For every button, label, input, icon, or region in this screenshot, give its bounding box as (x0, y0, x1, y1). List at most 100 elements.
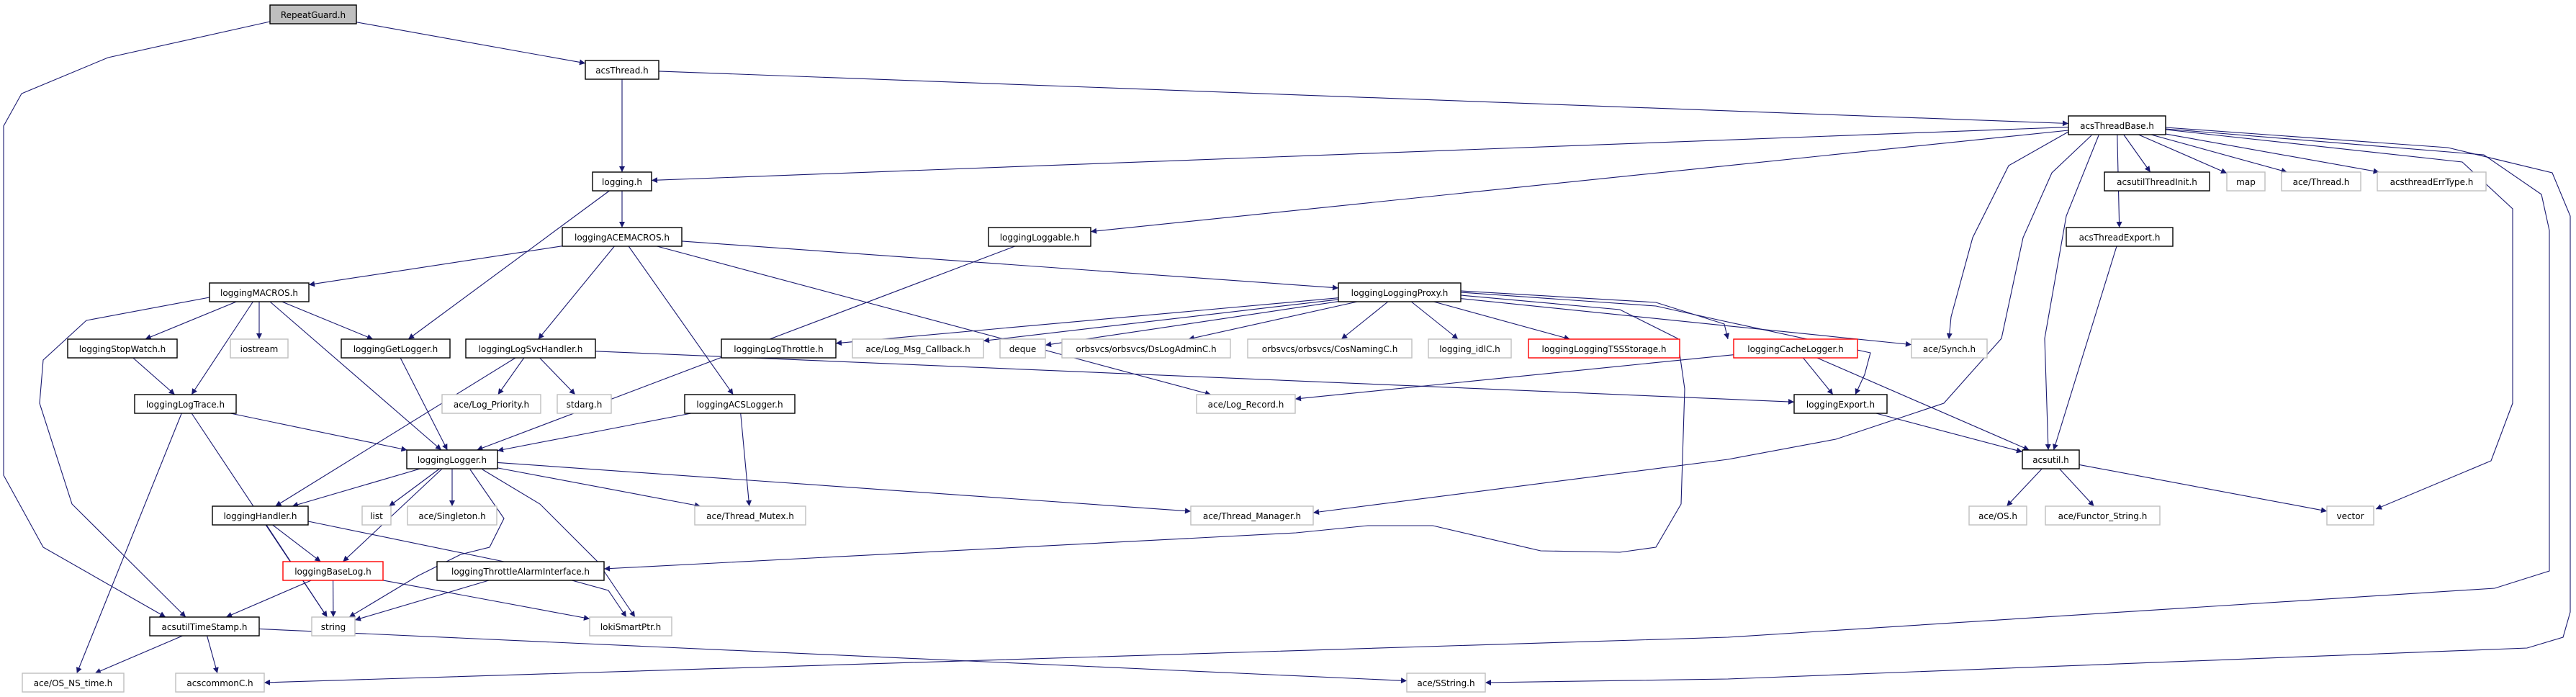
node-loggingLoggable[interactable]: loggingLoggable.h (988, 227, 1091, 247)
node-aceFunctorString[interactable]: ace/Functor_String.h (2045, 505, 2161, 526)
node-aceSString[interactable]: ace/SString.h (1406, 673, 1486, 693)
node-label: loggingHandler.h (223, 511, 297, 521)
node-loggingBaseLog[interactable]: loggingBaseLog.h (282, 561, 384, 581)
node-acsutil[interactable]: acsutil.h (2022, 449, 2080, 469)
node-aceLogRecord[interactable]: ace/Log_Record.h (1196, 394, 1296, 414)
edge-loggingACSLogger-to-aceThreadMutex (740, 413, 752, 507)
node-loggingLogThrottle[interactable]: loggingLogThrottle.h (721, 338, 837, 359)
edge-loggingLogger-to-list (389, 468, 440, 507)
node-loggingHandler[interactable]: loggingHandler.h (212, 505, 309, 526)
node-label: deque (1009, 344, 1037, 354)
node-label: ace/Log_Record.h (1208, 400, 1284, 410)
node-aceLogPriority[interactable]: ace/Log_Priority.h (441, 394, 541, 414)
node-label: ace/Thread_Manager.h (1203, 511, 1301, 521)
node-acsutilTimeStamp[interactable]: acsutilTimeStamp.h (149, 616, 260, 637)
node-box (341, 338, 451, 359)
node-box (1190, 505, 1314, 526)
node-label: ace/Functor_String.h (2058, 511, 2148, 521)
node-box (1793, 394, 1888, 414)
node-loggingCacheLogger[interactable]: loggingCacheLogger.h (1733, 338, 1858, 359)
edge-loggingLoggingProxy-to-DsLogAdminC (1188, 301, 1358, 341)
node-aceLogMsgCallback[interactable]: ace/Log_Msg_Callback.h (852, 338, 984, 359)
node-loggingACSLogger[interactable]: loggingACSLogger.h (684, 394, 796, 414)
node-TSSStorage[interactable]: loggingLoggingTSSStorage.h (1528, 338, 1680, 359)
node-box (407, 505, 497, 526)
node-stdarg[interactable]: stdarg.h (557, 394, 612, 414)
node-box (852, 338, 984, 359)
edge-acsutil-to-vector (2079, 464, 2328, 513)
node-loggingLoggingProxy[interactable]: loggingLoggingProxy.h (1338, 282, 1462, 302)
node-box (2104, 171, 2210, 192)
node-loggingLogTrace[interactable]: loggingLogTrace.h (134, 394, 237, 414)
edge-loggingACEMACROS-to-loggingLogSvcHandler (538, 246, 615, 340)
node-label: lokiSmartPtr.h (600, 622, 661, 632)
node-label: iostream (240, 344, 279, 354)
node-box (22, 673, 125, 693)
edge-loggingMACROS-to-loggingGetLogger (282, 301, 374, 340)
node-logging[interactable]: logging.h (592, 171, 652, 192)
node-label: acsthreadErrType.h (2390, 177, 2474, 187)
node-aceThreadManager[interactable]: ace/Thread_Manager.h (1190, 505, 1314, 526)
node-box (2066, 227, 2174, 247)
node-loggingACEMACROS[interactable]: loggingACEMACROS.h (562, 227, 683, 247)
node-aceSingleton[interactable]: ace/Singleton.h (407, 505, 497, 526)
node-acsthreadErrType[interactable]: acsthreadErrType.h (2377, 171, 2487, 192)
edge-acsThreadBase-to-acsthreadErrType (2165, 133, 2379, 174)
edge-loggingExport-to-acsutil (1875, 413, 2023, 454)
node-loggingLogger[interactable]: loggingLogger.h (406, 449, 498, 469)
node-label: loggingGetLogger.h (353, 344, 438, 354)
node-acsThreadBase[interactable]: acsThreadBase.h (2068, 115, 2166, 135)
node-aceThread[interactable]: ace/Thread.h (2281, 171, 2361, 192)
node-loggingMACROS[interactable]: loggingMACROS.h (209, 282, 310, 302)
edge-acsThreadBase-to-map (2138, 134, 2228, 174)
node-box (2022, 449, 2080, 469)
node-box (1247, 338, 1413, 359)
node-iostream[interactable]: iostream (230, 338, 289, 359)
node-acsThreadExport[interactable]: acsThreadExport.h (2066, 227, 2174, 247)
node-map[interactable]: map (2226, 171, 2266, 192)
node-loggingExport[interactable]: loggingExport.h (1793, 394, 1888, 414)
edge-acsutil-to-aceOS (2006, 468, 2043, 507)
node-aceThreadMutex[interactable]: ace/Thread_Mutex.h (694, 505, 806, 526)
node-aceOSNStime[interactable]: ace/OS_NS_time.h (22, 673, 125, 693)
node-box (441, 394, 541, 414)
node-box (67, 338, 178, 359)
node-string[interactable]: string (311, 616, 356, 637)
node-list[interactable]: list (361, 505, 392, 526)
node-box (1968, 505, 2027, 526)
edge-acsThreadBase-to-aceSynch (1946, 131, 2069, 340)
node-label: loggingLoggable.h (1000, 233, 1080, 243)
node-aceSynch[interactable]: ace/Synch.h (1911, 338, 1988, 359)
node-box (1528, 338, 1680, 359)
node-box (436, 561, 605, 581)
edge-acsThreadBase-to-loggingLoggable (1090, 130, 2069, 234)
node-box (212, 505, 309, 526)
node-loggingThrottleAlarmInterface[interactable]: loggingThrottleAlarmInterface.h (436, 561, 605, 581)
edge-acsThreadBase-to-vector (2165, 129, 2513, 510)
node-logging_idlC[interactable]: logging_idlC.h (1428, 338, 1512, 359)
node-loggingGetLogger[interactable]: loggingGetLogger.h (341, 338, 451, 359)
node-loggingStopWatch[interactable]: loggingStopWatch.h (67, 338, 178, 359)
node-CosNamingC[interactable]: orbsvcs/orbsvcs/CosNamingC.h (1247, 338, 1413, 359)
edge-RepeatGuard-to-acsThread (356, 22, 586, 66)
node-acscommonC[interactable]: acscommonC.h (175, 673, 265, 693)
edge-loggingLoggingProxy-to-loggingCacheLogger (1460, 290, 1730, 340)
node-DsLogAdminC[interactable]: orbsvcs/orbsvcs/DsLogAdminC.h (1061, 338, 1231, 359)
edge-loggingACEMACROS-to-loggingMACROS (308, 246, 563, 287)
edge-loggingLoggingProxy-to-loggingThrottleAlarmInterface (603, 294, 1685, 572)
node-loggingLogSvcHandler[interactable]: loggingLogSvcHandler.h (465, 338, 596, 359)
edge-logging-to-loggingGetLogger (407, 190, 610, 340)
node-aceOS[interactable]: ace/OS.h (1968, 505, 2027, 526)
edge-loggingLogger-to-aceThreadMutex (497, 467, 701, 508)
node-acsThread[interactable]: acsThread.h (585, 60, 659, 80)
node-vector[interactable]: vector (2326, 505, 2374, 526)
node-box (1428, 338, 1512, 359)
node-label: loggingCacheLogger.h (1747, 344, 1843, 354)
node-label: acscommonC.h (186, 678, 253, 688)
node-label: loggingLogThrottle.h (734, 344, 823, 354)
node-label: acsutilTimeStamp.h (162, 622, 248, 632)
node-lokiSmartPtr[interactable]: lokiSmartPtr.h (589, 616, 672, 637)
node-acsutilThreadInit[interactable]: acsutilThreadInit.h (2104, 171, 2210, 192)
node-deque[interactable]: deque (999, 338, 1046, 359)
edge-acsThreadBase-to-aceThread (2151, 134, 2287, 174)
